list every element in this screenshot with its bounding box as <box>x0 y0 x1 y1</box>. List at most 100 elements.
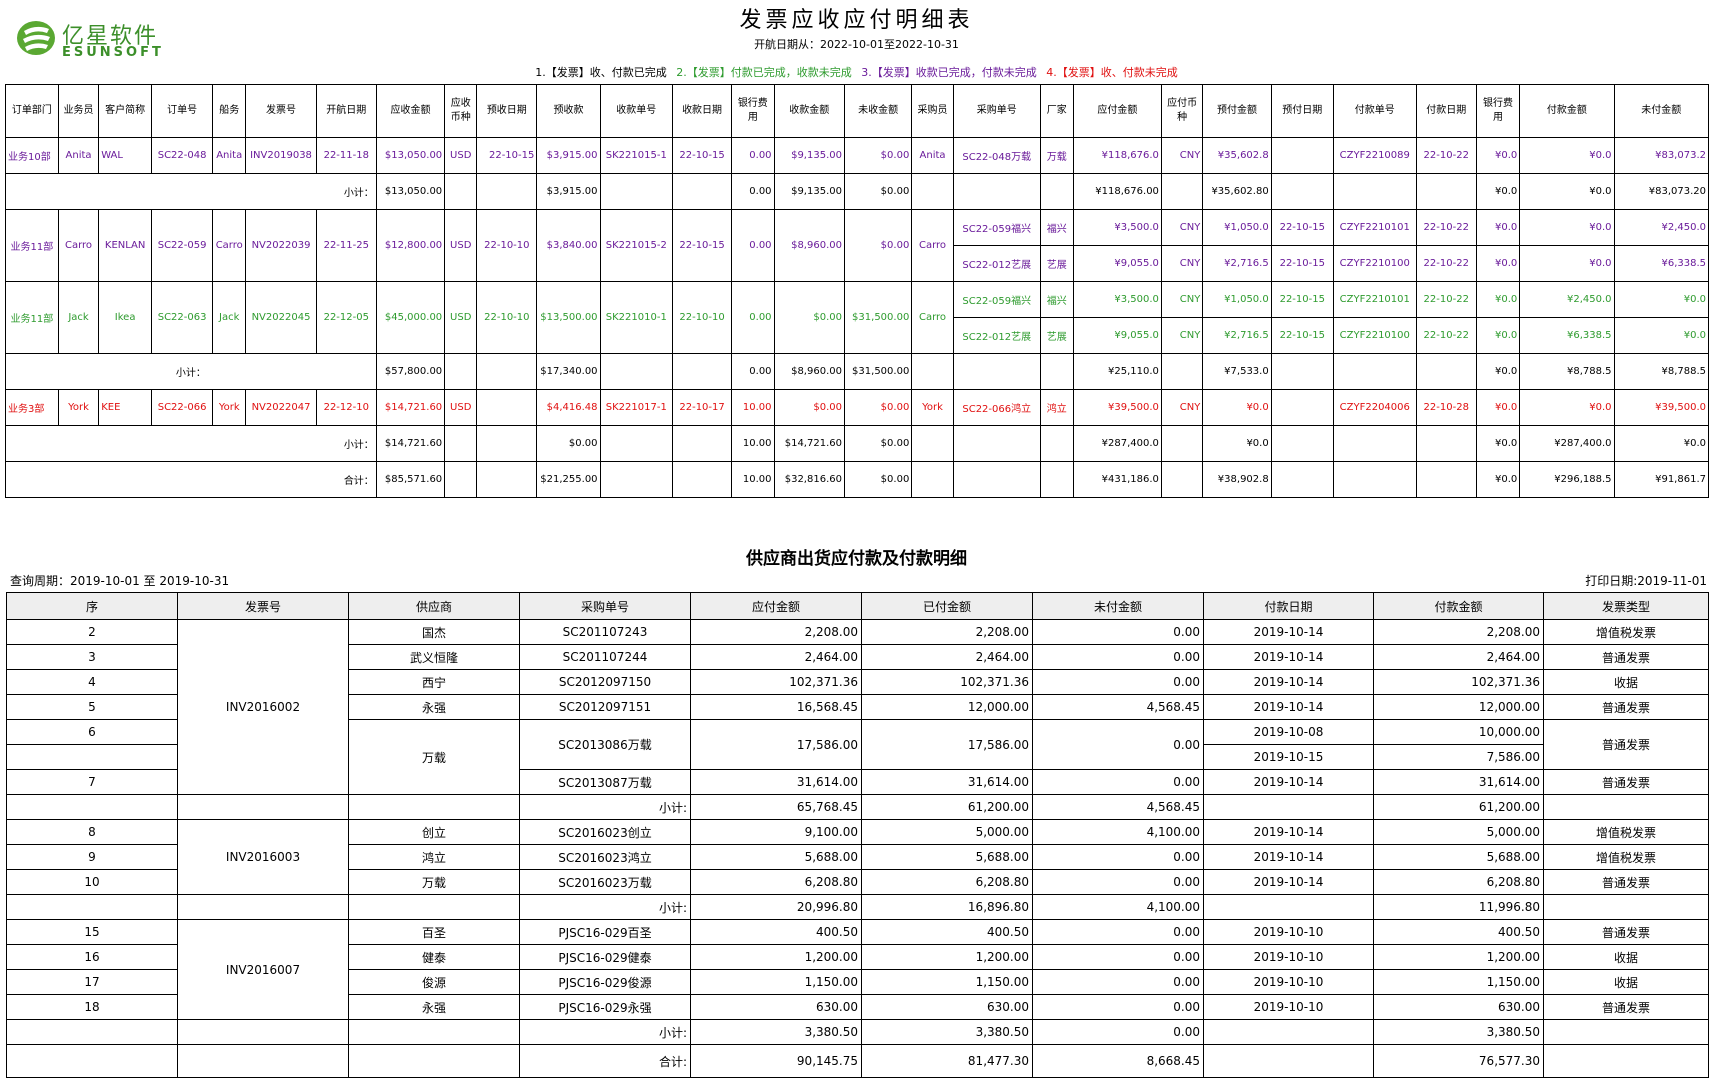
sail-date-range: 开航日期从：2022-10-01至2022-10-31 <box>754 38 959 51</box>
supplier-cell: 永强 <box>348 994 520 1020</box>
dept-cell: 业务10部 <box>5 137 59 174</box>
invoice-type-cell: 收据 <box>1543 944 1709 970</box>
table-row: SC22-012艺展 艺展 ¥9,055.0 CNY ¥2,716.5 22-1… <box>6 245 1710 282</box>
vendor-cell: 艺展 <box>1039 317 1074 354</box>
empty-cell <box>1270 173 1334 210</box>
col-header: 厂家 <box>1039 84 1074 138</box>
logo-chinese-name: 亿星软件 <box>62 24 159 49</box>
pay-date-cell: 2019-10-14 <box>1203 769 1374 795</box>
pay-amount-cell: 1,150.00 <box>1373 969 1544 995</box>
subtotal-received: $8,960.00 <box>773 353 845 390</box>
legend-item: 3.【发票】收款已完成，付款未完成 <box>861 66 1037 79</box>
po-cell: SC2016023创立 <box>519 819 691 845</box>
paid-cell: 5,000.00 <box>861 819 1033 845</box>
shipping-cell: Carro <box>212 209 247 282</box>
empty-cell <box>348 894 520 920</box>
empty-cell <box>1203 794 1374 820</box>
pay-amount-cell: 31,614.00 <box>1373 769 1544 795</box>
payable-cell: 630.00 <box>690 994 862 1020</box>
sail-date-cell: 22-11-25 <box>315 209 377 282</box>
pay-date-cell: 2019-10-14 <box>1203 844 1374 870</box>
empty-cell <box>952 353 1041 390</box>
prepay-date-cell: 22-10-15 <box>1270 281 1334 318</box>
total-row: 合计： $85,571.60 $21,255.00 10.00 $32,816.… <box>5 461 1710 498</box>
pay-no-cell: CZYF2210100 <box>1332 245 1417 282</box>
subtotal-unpaid: ¥0.0 <box>1613 425 1710 462</box>
supplier-cell: 创立 <box>348 819 520 845</box>
supplier-cell: 百圣 <box>348 919 520 945</box>
supplier-cell: 国杰 <box>348 619 520 645</box>
col-header: 发票号 <box>245 84 317 138</box>
col-header: 业务员 <box>57 84 100 138</box>
payable-cell: 17,586.00 <box>690 719 862 770</box>
subtotal-received: $9,135.00 <box>773 173 845 210</box>
total-pay-bank-fee: ¥0.0 <box>1475 461 1521 498</box>
po-cell: PJSC16-029健泰 <box>519 944 691 970</box>
pay-date-cell: 2019-10-14 <box>1203 669 1374 695</box>
subtotal-pay-amount: 61,200.00 <box>1373 794 1544 820</box>
shipping-cell: Jack <box>212 281 247 354</box>
subtotal-label: 小计： <box>5 173 377 210</box>
table-row: 7 SC2013087万载 31,614.00 31,614.00 0.00 2… <box>6 769 1709 795</box>
subtotal-prerec: $0.00 <box>536 425 601 462</box>
seq-cell: 8 <box>6 819 178 845</box>
empty-cell <box>1160 461 1204 498</box>
empty-cell <box>1332 353 1417 390</box>
seq-cell: 4 <box>6 669 178 695</box>
col-header: 订单部门 <box>5 84 59 138</box>
total-label: 合计: <box>519 1044 691 1078</box>
payable-cell: 6,208.80 <box>690 869 862 895</box>
col-header: 采购单号 <box>519 592 691 620</box>
total-pay-amount: 76,577.30 <box>1373 1044 1544 1078</box>
supplier-report-title: 供应商出货应付款及付款明细 <box>746 549 967 569</box>
total-paid: 81,477.30 <box>861 1044 1033 1078</box>
empty-cell <box>1332 425 1417 462</box>
table-row: 10 万载 SC2016023万载 6,208.80 6,208.80 0.00… <box>6 869 1709 895</box>
col-header: 银行费用 <box>731 84 775 138</box>
unpaid-cell: ¥2,450.0 <box>1613 209 1710 246</box>
sail-date-cell: 22-12-10 <box>315 389 377 426</box>
received-cell: $0.00 <box>773 281 845 354</box>
subtotal-payable: ¥287,400.0 <box>1072 425 1162 462</box>
col-header: 付款金额 <box>1519 84 1615 138</box>
supplier-cell: 武义恒隆 <box>348 644 520 670</box>
subtotal-pay-bank-fee: ¥0.0 <box>1475 173 1521 210</box>
payable-cell: 1,150.00 <box>690 969 862 995</box>
subtotal-label: 小计： <box>5 353 377 390</box>
empty-cell <box>476 425 538 462</box>
col-header: 预收款 <box>536 84 601 138</box>
seq-cell: 17 <box>6 969 178 995</box>
paid-cell: ¥0.0 <box>1519 389 1615 426</box>
col-header: 应收币种 <box>444 84 478 138</box>
total-receivable: $85,571.60 <box>375 461 446 498</box>
payable-cell: 1,200.00 <box>690 944 862 970</box>
col-header: 收款日期 <box>672 84 733 138</box>
paid-cell: 31,614.00 <box>861 769 1033 795</box>
table-row: 业务11部 Jack Ikea SC22-063 Jack NV2022045 … <box>5 281 1710 354</box>
empty-cell <box>1270 461 1334 498</box>
vendor-cell: 鸿立 <box>1039 389 1074 426</box>
pay-no-cell: CZYF2210100 <box>1332 317 1417 354</box>
unpaid-cell: ¥0.0 <box>1613 317 1710 354</box>
subtotal-receivable: $14,721.60 <box>375 425 446 462</box>
salesman-cell: Anita <box>57 137 100 174</box>
pay-amount-cell: 6,208.80 <box>1373 869 1544 895</box>
subtotal-received: $14,721.60 <box>773 425 845 462</box>
prepay-date-cell <box>1270 389 1334 426</box>
pay-date-cell: 2019-10-10 <box>1203 944 1374 970</box>
supplier-payment-table: 序 发票号 供应商 采购单号 应付金额 已付金额 未付金额 付款日期 付款金额 … <box>6 592 1709 1078</box>
payable-cell: ¥39,500.0 <box>1072 389 1162 426</box>
po-cell: SC2013087万载 <box>519 769 691 795</box>
po-cell: SC2012097150 <box>519 669 691 695</box>
pay-no-cell: CZYF2210089 <box>1332 137 1417 174</box>
col-header: 预付金额 <box>1202 84 1272 138</box>
empty-cell <box>177 794 349 820</box>
seq-cell: 15 <box>6 919 178 945</box>
order-cell: SC22-059 <box>151 209 214 282</box>
po-cell: SC2013086万载 <box>519 719 691 770</box>
col-header: 开航日期 <box>315 84 377 138</box>
paid-cell: 6,208.80 <box>861 869 1033 895</box>
subtotal-unreceived: $0.00 <box>843 425 913 462</box>
invoice-type-cell: 增值税发票 <box>1543 819 1709 845</box>
unpaid-cell: ¥0.0 <box>1613 281 1710 318</box>
